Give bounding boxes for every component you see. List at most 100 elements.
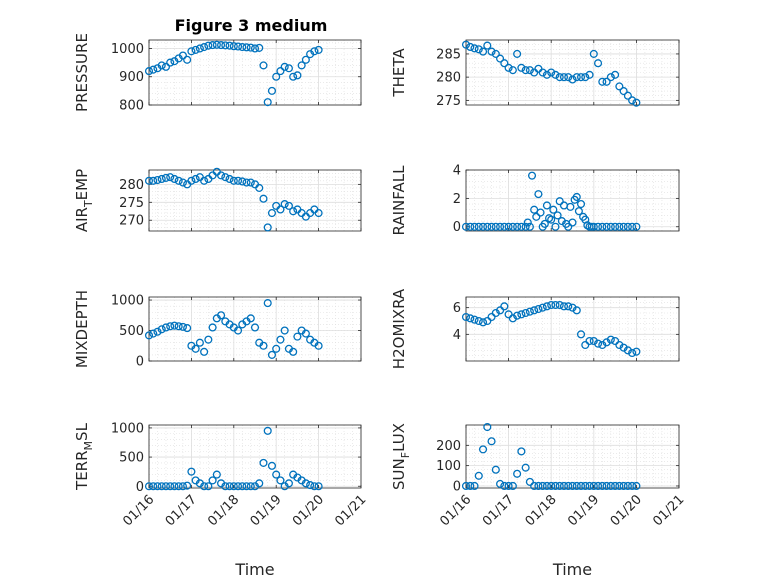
data-point xyxy=(517,222,526,231)
axes-box xyxy=(148,169,362,232)
plot-area xyxy=(149,170,361,231)
data-point xyxy=(536,208,545,217)
data-point xyxy=(589,481,598,491)
data-point xyxy=(225,174,234,184)
data-point xyxy=(221,41,230,50)
data-point xyxy=(229,42,238,51)
data-point xyxy=(178,178,187,187)
data-point xyxy=(628,96,637,105)
data-point xyxy=(233,326,243,335)
data-point xyxy=(483,222,492,231)
data-point xyxy=(619,481,628,491)
data-point xyxy=(496,306,505,315)
data-point xyxy=(461,481,471,491)
data-point xyxy=(606,481,615,491)
data-point xyxy=(263,299,272,308)
data-point xyxy=(496,222,505,231)
data-point xyxy=(246,178,255,187)
data-point xyxy=(530,205,539,214)
subplot-7: 0 500 1000 01/16 01/17 01/18 01/19 01/20 01/21 Ti… xyxy=(73,421,369,579)
data-point xyxy=(589,336,598,346)
plot-area xyxy=(466,170,679,231)
data-point xyxy=(564,481,573,491)
data-point xyxy=(466,42,475,52)
data-point xyxy=(574,207,583,216)
data-point xyxy=(212,470,221,479)
data-point xyxy=(527,171,537,180)
data-point xyxy=(504,310,513,319)
subplot-4: 0 2 4 RAINFALL xyxy=(390,164,680,236)
data-point xyxy=(581,73,590,82)
data-point xyxy=(310,482,319,491)
figure-title: Figure 3 medium xyxy=(175,16,328,35)
y-tick-label: 0 xyxy=(136,480,144,495)
data-point xyxy=(314,45,323,54)
data-point xyxy=(255,183,264,192)
data-point xyxy=(187,47,196,56)
data-point xyxy=(491,465,500,474)
data-point xyxy=(272,72,281,81)
data-point xyxy=(504,63,513,72)
data-point xyxy=(259,341,268,350)
data-point xyxy=(276,205,285,214)
data-point xyxy=(242,178,251,187)
y-label-main: RAINFALL xyxy=(390,165,408,236)
data-point xyxy=(555,73,564,82)
y-label-tail: LUX xyxy=(390,423,408,452)
y-label-main: SUN xyxy=(390,458,408,490)
data-point xyxy=(504,481,513,491)
data-point xyxy=(628,222,637,231)
data-point xyxy=(513,49,522,58)
data-point xyxy=(267,209,277,218)
data-point xyxy=(478,47,488,56)
data-point xyxy=(144,331,154,340)
data-point xyxy=(549,205,558,214)
data-point xyxy=(474,222,483,231)
y-label-subscript: T xyxy=(82,200,95,208)
data-point xyxy=(525,222,534,231)
y-tick-label: 0 xyxy=(453,220,461,235)
subplot-2: 275 280 285 THETA xyxy=(390,39,680,109)
data-point xyxy=(562,219,571,228)
data-point xyxy=(525,66,534,75)
data-point xyxy=(530,481,539,491)
data-point xyxy=(487,437,496,446)
data-point xyxy=(217,171,226,180)
data-point xyxy=(157,174,166,184)
data-point xyxy=(583,221,592,230)
data-point xyxy=(572,306,581,315)
data-point xyxy=(598,222,607,231)
data-point xyxy=(187,176,196,185)
y-tick-label: 4 xyxy=(453,164,461,179)
data-point xyxy=(517,310,526,319)
data-point xyxy=(314,209,323,218)
data-point xyxy=(478,445,488,454)
data-point xyxy=(547,300,556,310)
data-point xyxy=(157,325,166,334)
data-point xyxy=(200,482,209,491)
data-point xyxy=(517,63,526,72)
data-point xyxy=(564,73,573,82)
plot-area xyxy=(466,40,679,105)
x-tick-label: 01/17 xyxy=(163,492,200,529)
data-point xyxy=(242,43,251,52)
x-tick-label: 01/21 xyxy=(332,492,369,529)
data-point xyxy=(470,222,479,231)
data-point xyxy=(559,481,569,491)
axes-box xyxy=(465,169,680,232)
data-point xyxy=(504,222,513,231)
data-point xyxy=(233,482,243,491)
plot-area xyxy=(149,40,361,105)
data-point xyxy=(191,174,200,184)
data-point xyxy=(500,481,509,491)
data-point xyxy=(606,222,615,231)
data-point xyxy=(632,222,641,231)
data-point xyxy=(487,312,496,322)
data-point xyxy=(555,197,564,206)
axes-box xyxy=(465,39,680,106)
x-axis-label: Time xyxy=(234,560,274,579)
subplot-3: 270 275 280 AIRTEMP xyxy=(73,167,362,232)
data-point xyxy=(598,481,607,491)
y-tick-label: 1000 xyxy=(111,294,144,309)
data-point xyxy=(532,212,541,221)
